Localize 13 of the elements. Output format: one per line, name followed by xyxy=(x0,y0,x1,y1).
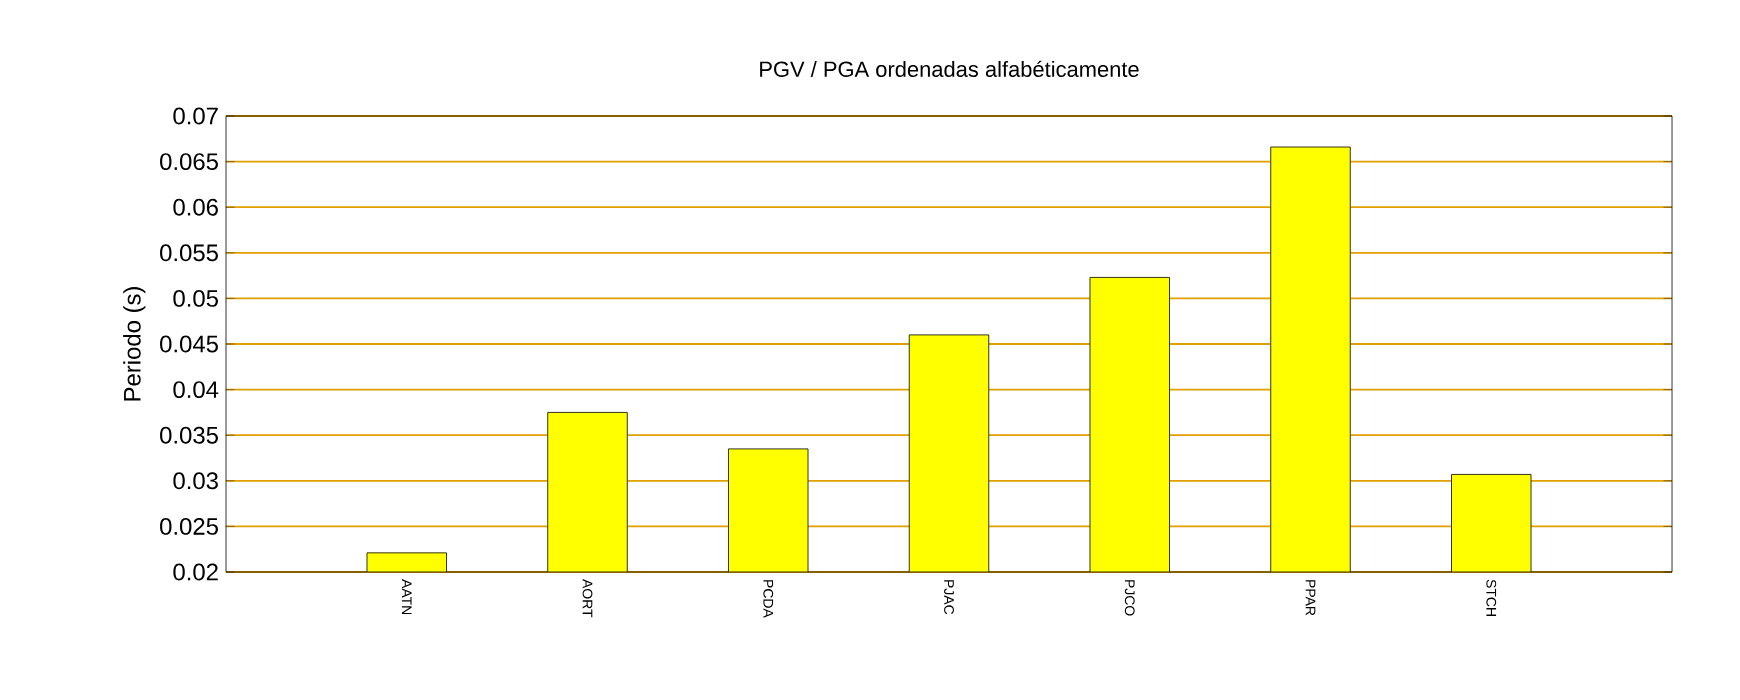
y-tick-label: 0.035 xyxy=(160,426,218,444)
y-tick-label: 0.05 xyxy=(173,289,218,307)
y-axis-title: Periodo (s) xyxy=(123,287,146,401)
y-tick-label: 0.065 xyxy=(160,153,218,171)
y-tick-label: 0.06 xyxy=(173,198,218,216)
y-tick-label: 0.03 xyxy=(173,472,218,490)
y-tick-label: 0.02 xyxy=(173,563,218,581)
y-tick-label: 0.055 xyxy=(160,244,218,262)
y-tick-label: 0.07 xyxy=(173,107,218,125)
y-tick-label: 0.04 xyxy=(173,381,219,399)
y-tick-label: 0.025 xyxy=(160,517,218,535)
chart-title: PGV / PGA ordenadas alfabéticamente xyxy=(760,60,1139,78)
y-tick-label: 0.045 xyxy=(160,335,218,353)
